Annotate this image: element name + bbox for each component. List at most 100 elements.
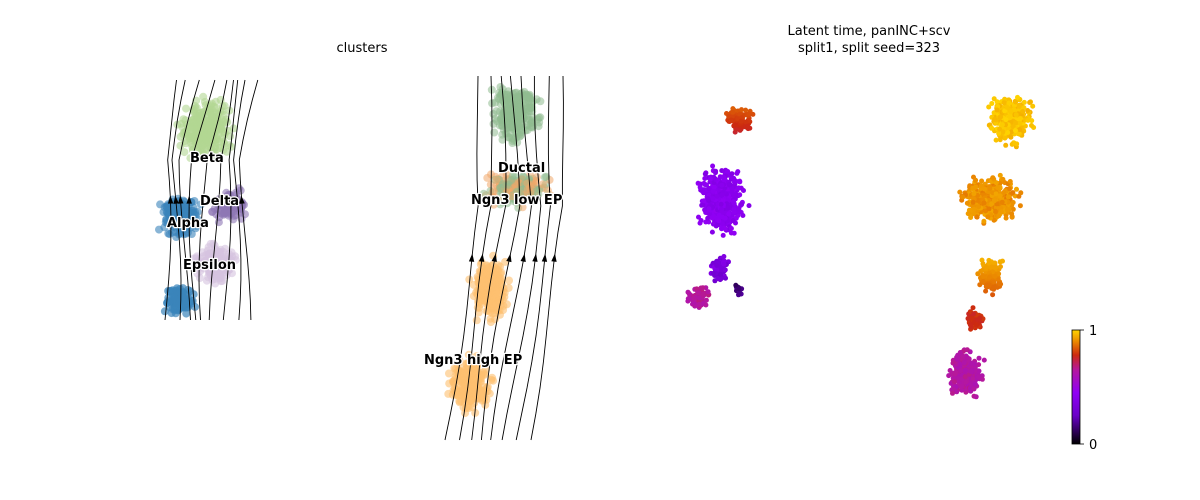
cell-point-latent (950, 390, 955, 396)
cell-point-latent (1018, 190, 1024, 196)
cell-point-ngn3-high (472, 288, 481, 297)
cell-point-alpha (177, 293, 186, 302)
cell-point-ngn3-high (492, 283, 501, 292)
cell-point-delta (227, 208, 236, 217)
cell-point-latent (697, 184, 703, 190)
cell-point-latent (1027, 100, 1033, 105)
cell-point-latent (1003, 117, 1009, 123)
cell-point-latent (991, 284, 997, 290)
cell-point-alpha (189, 206, 197, 215)
cell-point-latent (1013, 112, 1019, 118)
cell-point-latent (700, 285, 706, 291)
cell-point-latent (1007, 179, 1013, 184)
cell-point-latent (989, 125, 995, 131)
cell-point-latent (1000, 258, 1005, 264)
cell-point-delta (225, 190, 234, 199)
cell-point-latent (994, 107, 1000, 113)
cell-point-latent (1010, 200, 1016, 205)
cell-point-latent (971, 206, 977, 212)
cell-point-alpha (155, 225, 163, 234)
stream-arrow (468, 253, 475, 262)
cell-point-latent (746, 203, 752, 209)
cell-point-latent (964, 347, 970, 353)
cell-point-latent (993, 137, 999, 143)
cell-point-latent (719, 182, 725, 188)
cell-point-beta (180, 148, 189, 157)
cell-point-latent (986, 260, 992, 266)
cell-point-latent (1009, 211, 1015, 217)
cell-point-alpha (187, 230, 196, 238)
cell-point-latent (719, 226, 725, 232)
cell-point-latent (970, 305, 976, 311)
cell-point-ngn3-high (482, 262, 491, 271)
cell-point-latent (721, 174, 726, 180)
cluster-panel-progenitor (444, 75, 564, 441)
cell-point-latent (1006, 100, 1012, 106)
cell-point-latent (1004, 207, 1010, 213)
cell-point-latent (995, 185, 1001, 190)
cell-point-delta (231, 188, 240, 197)
cell-point-latent (981, 200, 987, 206)
cell-point-beta (227, 142, 236, 151)
cell-point-latent (958, 368, 964, 374)
cell-point-alpha (184, 216, 193, 225)
latent-time-title: Latent time, panINC+scv (787, 24, 950, 39)
cell-point-beta (199, 92, 208, 101)
cluster-label-epsilon: Epsilon (183, 258, 236, 273)
cell-point-alpha (171, 309, 180, 318)
cell-point-latent (713, 223, 719, 229)
cell-point-beta (181, 129, 190, 138)
cell-point-alpha (164, 297, 173, 306)
cell-point-latent (1025, 117, 1031, 123)
cell-point-latent (687, 296, 693, 302)
cell-point-ngn3-high (445, 369, 453, 378)
cell-point-latent (969, 360, 975, 366)
cell-point-latent (980, 261, 986, 267)
cell-point-ngn3-high (488, 373, 497, 382)
cell-point-latent (710, 271, 716, 276)
cell-point-latent (955, 355, 961, 361)
cell-point-latent (730, 218, 736, 224)
cell-point-latent (965, 211, 971, 217)
cell-point-latent (992, 273, 998, 279)
cell-point-delta (218, 202, 227, 211)
cell-point-alpha (182, 298, 191, 307)
cell-point-latent (1021, 99, 1027, 105)
cell-point-ngn3-low (492, 176, 501, 185)
stream-arrow (167, 195, 174, 204)
cell-point-latent (947, 368, 953, 373)
cell-point-latent (736, 185, 742, 191)
cell-point-alpha (175, 299, 184, 308)
cell-point-latent (986, 206, 992, 212)
cell-point-latent (722, 267, 728, 273)
cell-point-latent (705, 196, 711, 202)
cell-point-latent (980, 274, 986, 279)
cell-point-latent (711, 184, 717, 190)
colorbar: 1 0 (1071, 324, 1097, 453)
cell-point-latent (999, 199, 1005, 205)
colorbar-gradient (1071, 329, 1081, 445)
cell-point-latent (957, 350, 963, 355)
cell-point-latent (998, 114, 1004, 120)
cell-point-latent (990, 292, 996, 298)
stream-arrow (520, 253, 526, 263)
cell-point-epsilon (189, 254, 198, 263)
cell-point-latent (981, 218, 987, 224)
cell-point-latent (720, 232, 726, 238)
cell-point-alpha (192, 221, 201, 230)
cell-point-ngn3-high (467, 396, 476, 405)
cell-point-latent (726, 182, 732, 188)
cell-point-ngn3-high (459, 403, 468, 412)
cell-point-ductal (496, 83, 505, 91)
cluster-label-ductal: Ductal (498, 161, 545, 176)
cell-point-latent (716, 218, 722, 224)
cell-point-latent (705, 215, 711, 221)
cell-point-latent (1010, 190, 1016, 196)
cell-point-epsilon (201, 257, 210, 266)
cell-point-latent (702, 171, 708, 177)
cell-point-ductal (522, 104, 531, 113)
cell-point-latent (695, 290, 701, 296)
cell-point-latent (952, 371, 958, 377)
cell-point-latent (974, 322, 979, 328)
stream-arrow (478, 253, 485, 262)
